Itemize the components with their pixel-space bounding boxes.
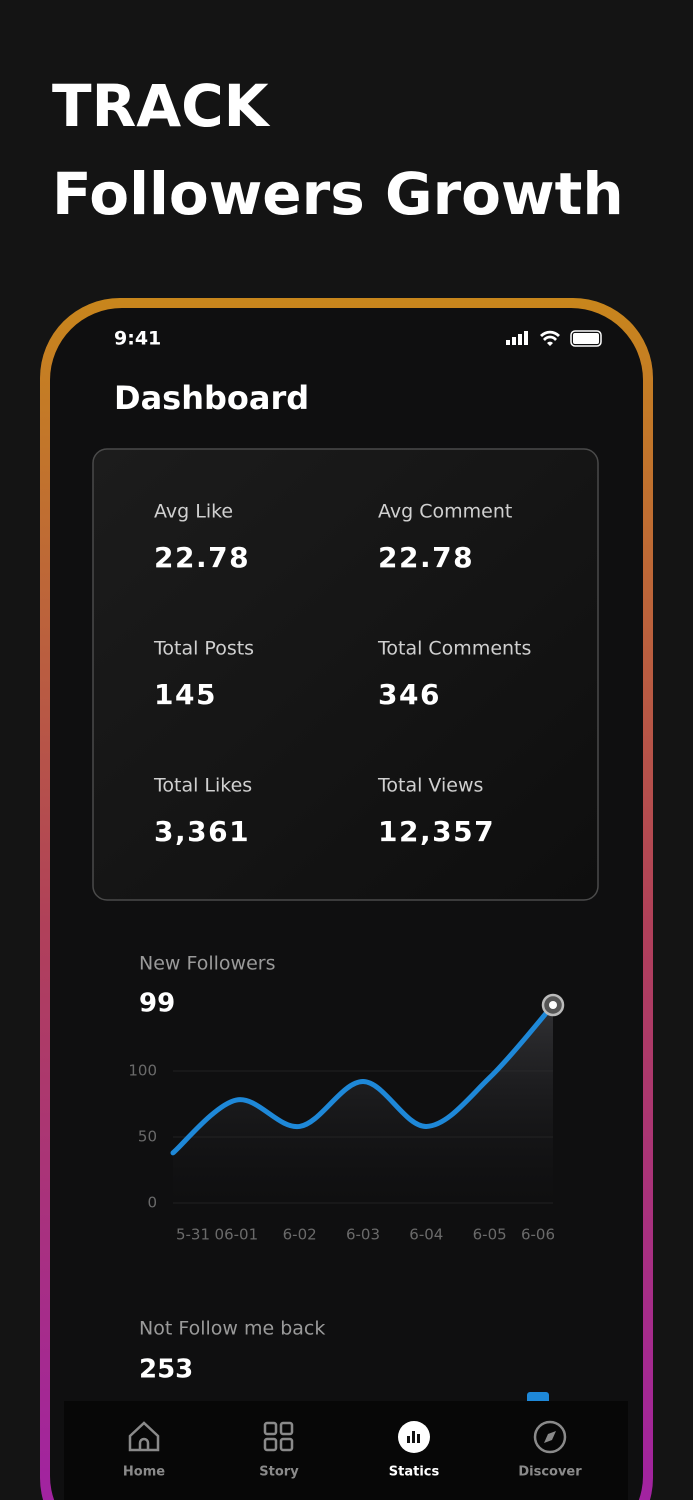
nav-item[interactable]: Discover <box>518 1465 582 1480</box>
chart-subtitle: 99 <box>139 989 175 1019</box>
statics-icon-bars <box>407 1431 420 1443</box>
y-tick-label: 0 <box>147 1194 157 1212</box>
stat-label: Total Posts <box>153 638 254 660</box>
x-tick-label: 6-03 <box>346 1226 380 1244</box>
x-tick-label: 6-02 <box>283 1226 317 1244</box>
stat-value: 145 <box>154 678 217 711</box>
stat-label: Total Comments <box>377 638 531 660</box>
story-icon <box>263 1421 294 1452</box>
nav: Home Story Statics Discover <box>123 1420 582 1480</box>
status-icons <box>506 330 602 347</box>
stat-label: Avg Like <box>154 501 233 523</box>
stat-value: 12,357 <box>378 815 495 848</box>
stat-label: Total Views <box>377 775 483 797</box>
y-tick-label: 100 <box>128 1062 157 1080</box>
nav-item[interactable]: Home <box>123 1465 165 1480</box>
line-area <box>173 1005 553 1203</box>
discover-needle <box>544 1431 556 1443</box>
stat-value: 346 <box>378 678 441 711</box>
stat-label: Total Likes <box>153 775 252 797</box>
headline: Followers Growth <box>52 160 624 228</box>
x-tick-label: 6-05 <box>473 1226 507 1244</box>
status-time: 9:41 <box>114 328 161 350</box>
followers-chart: New Followers 99 0 50 100 5-31 06-01 6-02 6-03… <box>128 953 565 1244</box>
nav-item[interactable]: Story <box>259 1465 299 1480</box>
y-tick-label: 50 <box>138 1128 157 1146</box>
x-tick-label: 06-01 <box>215 1226 259 1244</box>
stat-value: 22.78 <box>378 541 474 574</box>
x-tick-label: 6-04 <box>409 1226 443 1244</box>
stat-label: Avg Comment <box>378 501 512 523</box>
headline: TRACK <box>52 72 271 140</box>
home-icon <box>128 1421 160 1452</box>
end-point-dot <box>549 1001 557 1009</box>
x-tick-label: 6-06 <box>521 1226 555 1244</box>
x-tick-label: 5-31 <box>176 1226 210 1244</box>
chart-title: New Followers <box>139 953 275 975</box>
discover-icon <box>533 1420 567 1454</box>
section-value: 253 <box>139 1355 193 1385</box>
section-title: Not Follow me back <box>139 1318 325 1340</box>
stat-value: 22.78 <box>154 541 250 574</box>
stats-card <box>92 448 599 901</box>
stats-grid: Avg Like 22.78 Avg Comment 22.78 Total Posts… <box>153 501 531 849</box>
nav-item[interactable]: Statics <box>389 1465 440 1480</box>
stat-value: 3,361 <box>154 815 250 848</box>
line <box>170 1002 556 1156</box>
screen-title: Dashboard <box>114 379 309 417</box>
